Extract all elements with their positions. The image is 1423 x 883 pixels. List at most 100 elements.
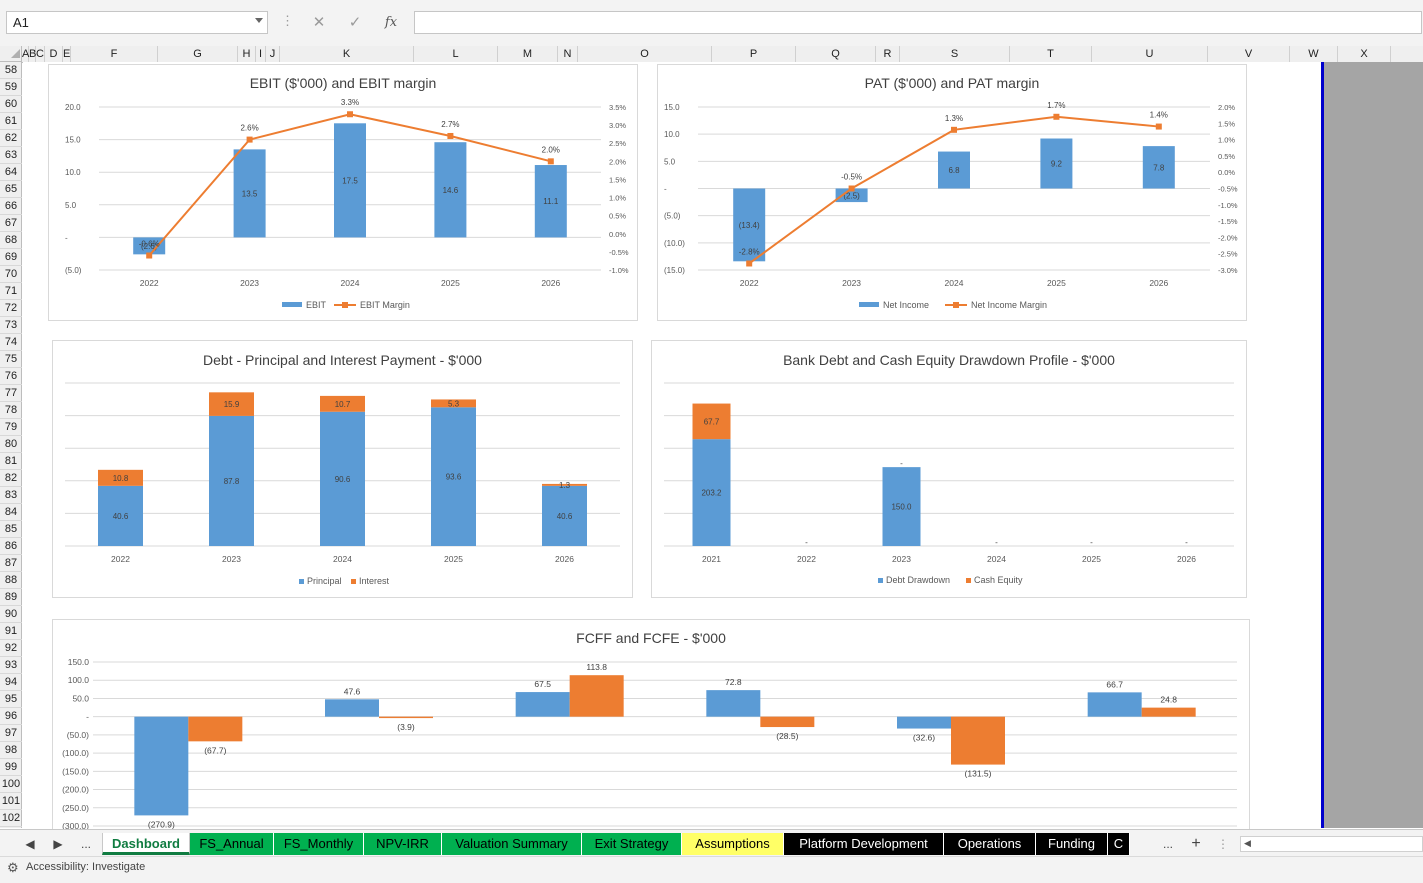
tab-fs-monthly[interactable]: FS_Monthly [274,833,364,855]
insert-function-icon[interactable]: fx [384,15,398,30]
row-header-71[interactable]: 71 [0,283,22,300]
row-header-65[interactable]: 65 [0,181,22,198]
column-header-p[interactable]: P [712,46,796,62]
tab-valuation-summary[interactable]: Valuation Summary [442,833,582,855]
row-header-61[interactable]: 61 [0,113,22,130]
row-header-70[interactable]: 70 [0,266,22,283]
column-header-g[interactable]: G [158,46,238,62]
formula-input[interactable] [414,11,1422,34]
row-header-77[interactable]: 77 [0,385,22,402]
row-header-87[interactable]: 87 [0,555,22,572]
chart-debt[interactable]: Debt - Principal and Interest Payment - … [52,340,633,598]
row-header-88[interactable]: 88 [0,572,22,589]
column-header-c[interactable]: C [36,46,45,62]
name-box[interactable]: A1 [6,11,268,34]
chart-drawdown[interactable]: Bank Debt and Cash Equity Drawdown Profi… [651,340,1247,598]
row-header-58[interactable]: 58 [0,62,22,79]
accessibility-status[interactable]: Accessibility: Investigate [26,861,146,873]
row-header-95[interactable]: 95 [0,691,22,708]
chart-fcff[interactable]: FCFF and FCFE - $'000 150.0 100.0 50.0 - (50… [52,619,1250,834]
column-header-x[interactable]: X [1338,46,1391,62]
row-header-81[interactable]: 81 [0,453,22,470]
tab-dashboard[interactable]: Dashboard [102,833,190,855]
column-header-s[interactable]: S [900,46,1010,62]
row-header-102[interactable]: 102 [0,810,22,827]
chart-ebit[interactable]: EBIT ($'000) and EBIT margin 20.0 15.0 10.… [48,64,638,321]
row-header-75[interactable]: 75 [0,351,22,368]
chevron-down-icon[interactable] [255,18,263,23]
row-header-84[interactable]: 84 [0,504,22,521]
tab-more-left[interactable]: ... [80,837,91,851]
row-header-83[interactable]: 83 [0,487,22,504]
tab-assumptions[interactable]: Assumptions [682,833,784,855]
row-header-86[interactable]: 86 [0,538,22,555]
column-header-k[interactable]: K [280,46,414,62]
row-header-68[interactable]: 68 [0,232,22,249]
column-header-u[interactable]: U [1092,46,1208,62]
row-header-90[interactable]: 90 [0,606,22,623]
row-header-91[interactable]: 91 [0,623,22,640]
tab-operations[interactable]: Operations [944,833,1036,855]
column-header-t[interactable]: T [1010,46,1092,62]
row-header-60[interactable]: 60 [0,96,22,113]
tab-more-right[interactable]: ... [1162,837,1173,851]
column-header-o[interactable]: O [578,46,712,62]
row-header-96[interactable]: 96 [0,708,22,725]
row-header-62[interactable]: 62 [0,130,22,147]
row-header-97[interactable]: 97 [0,725,22,742]
tab-scroll-left-icon[interactable]: ◀ [25,837,35,851]
column-header-f[interactable]: F [71,46,158,62]
add-sheet-icon[interactable]: + [1191,835,1201,852]
row-header-99[interactable]: 99 [0,759,22,776]
chart-pat[interactable]: PAT ($'000) and PAT margin 15.0 10.0 5.0 - (… [657,64,1247,321]
column-header-a[interactable]: A [22,46,30,62]
row-header-98[interactable]: 98 [0,742,22,759]
tab-funding[interactable]: Funding [1036,833,1108,855]
row-header-69[interactable]: 69 [0,249,22,266]
cancel-icon[interactable]: ✕ [312,14,326,31]
scroll-left-icon[interactable]: ◀ [1244,838,1251,848]
column-header-e[interactable]: E [63,46,71,62]
row-header-79[interactable]: 79 [0,419,22,436]
column-header-v[interactable]: V [1208,46,1290,62]
column-header-w[interactable]: W [1290,46,1338,62]
column-header-q[interactable]: Q [796,46,876,62]
row-header-82[interactable]: 82 [0,470,22,487]
tab-platform-development[interactable]: Platform Development [784,833,944,855]
row-header-66[interactable]: 66 [0,198,22,215]
tab-npv-irr[interactable]: NPV-IRR [364,833,442,855]
column-header-n[interactable]: N [558,46,578,62]
row-header-93[interactable]: 93 [0,657,22,674]
column-header-h[interactable]: H [238,46,256,62]
tab-exit-strategy[interactable]: Exit Strategy [582,833,682,855]
row-header-92[interactable]: 92 [0,640,22,657]
row-header-78[interactable]: 78 [0,402,22,419]
row-header-67[interactable]: 67 [0,215,22,232]
row-header-80[interactable]: 80 [0,436,22,453]
row-header-94[interactable]: 94 [0,674,22,691]
column-header-r[interactable]: R [876,46,900,62]
row-header-85[interactable]: 85 [0,521,22,538]
row-header-89[interactable]: 89 [0,589,22,606]
column-header-j[interactable]: J [266,46,280,62]
row-header-74[interactable]: 74 [0,334,22,351]
column-header-m[interactable]: M [498,46,558,62]
tab-c[interactable]: C [1108,833,1130,855]
row-header-76[interactable]: 76 [0,368,22,385]
enter-icon[interactable]: ✓ [348,14,362,31]
row-header-73[interactable]: 73 [0,317,22,334]
more-vertical-icon[interactable]: ⋮ [281,13,294,28]
column-header-l[interactable]: L [414,46,498,62]
row-header-101[interactable]: 101 [0,793,22,810]
tab-fs-annual[interactable]: FS_Annual [190,833,274,855]
horizontal-scrollbar[interactable] [1240,836,1423,852]
row-header-63[interactable]: 63 [0,147,22,164]
row-header-64[interactable]: 64 [0,164,22,181]
column-header-i[interactable]: I [256,46,266,62]
tab-scroll-right-icon[interactable]: ▶ [53,837,63,851]
column-header-b[interactable]: B [29,46,37,62]
accessibility-icon[interactable]: ⚙ [7,860,19,875]
column-header-d[interactable]: D [45,46,63,62]
row-header-72[interactable]: 72 [0,300,22,317]
row-header-100[interactable]: 100 [0,776,22,793]
